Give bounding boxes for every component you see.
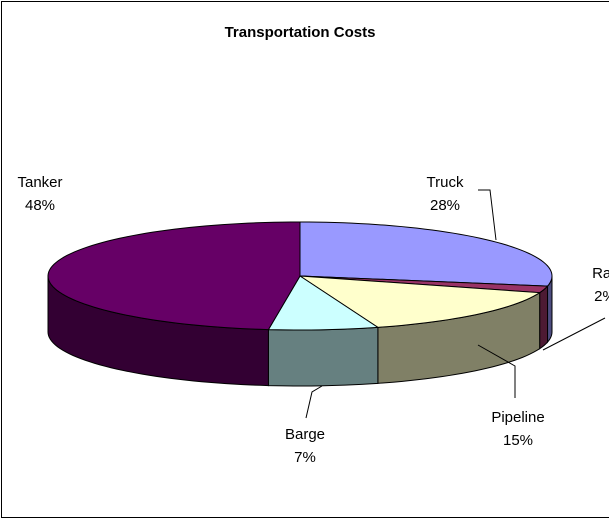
slice-value-label: 28% xyxy=(430,197,460,214)
slice-value-label: 15% xyxy=(503,432,533,449)
slice xyxy=(298,275,542,328)
slice-side xyxy=(267,326,379,387)
pie-tops xyxy=(47,221,553,331)
leader-line xyxy=(477,344,516,398)
slice-label: Rail xyxy=(592,265,609,282)
slice-label: Pipeline xyxy=(491,409,544,426)
slice-label: Truck xyxy=(427,174,464,191)
labels: Truck 28% Rail 2% Pipeline 15% Barge 7% Tanker 48… xyxy=(17,174,609,466)
leader-line xyxy=(478,189,497,241)
slice xyxy=(47,221,301,331)
slice-value-label: 7% xyxy=(294,449,316,466)
slice-label: Barge xyxy=(285,426,325,443)
leader-line xyxy=(542,317,606,351)
chart-title: Transportation Costs xyxy=(225,24,376,41)
slice xyxy=(299,221,553,287)
leader-line xyxy=(305,385,323,419)
pie-sides xyxy=(47,275,553,387)
slice-label: Tanker xyxy=(17,174,62,191)
slice-value-label: 2% xyxy=(594,288,609,305)
slice-value-label: 48% xyxy=(25,197,55,214)
slice xyxy=(267,275,380,331)
slice-side xyxy=(539,284,549,350)
